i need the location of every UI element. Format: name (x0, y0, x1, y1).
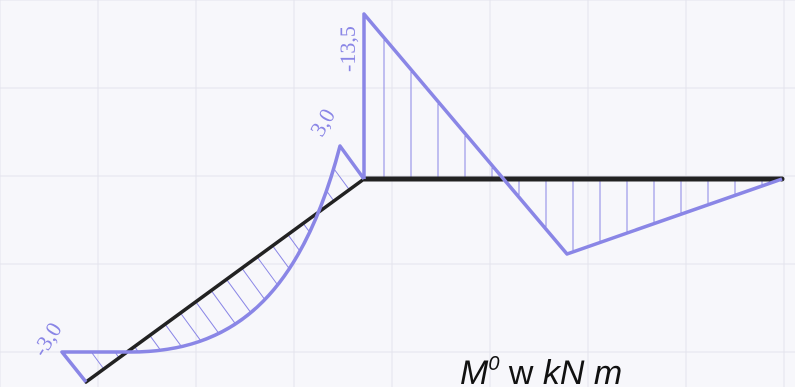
hatch-line (195, 301, 220, 334)
hatch-line (272, 245, 290, 270)
hatch-line (164, 323, 182, 347)
unit-superscript: 0 (488, 353, 499, 375)
hatch-line (256, 256, 279, 286)
label-top: -13,5 (335, 26, 360, 72)
moment-curve-inclined (60, 144, 366, 384)
hatch-line (180, 312, 202, 342)
diagram-hatching (90, 37, 763, 370)
unit-symbol: M (460, 354, 489, 387)
unit-kn-m: kN m (543, 354, 622, 387)
moment-diagram-outline (60, 12, 783, 384)
hatch-line (241, 267, 266, 300)
hatch-line (226, 279, 252, 313)
unit-connector: w (499, 354, 542, 387)
hatch-line (287, 234, 301, 252)
hatch-line (333, 168, 350, 190)
moment-curve-horizontal (362, 12, 783, 256)
hatch-line (210, 290, 236, 325)
hatch-line (90, 351, 105, 370)
unit-label: M0 w kN m (460, 353, 622, 387)
hatch-line (149, 335, 162, 351)
